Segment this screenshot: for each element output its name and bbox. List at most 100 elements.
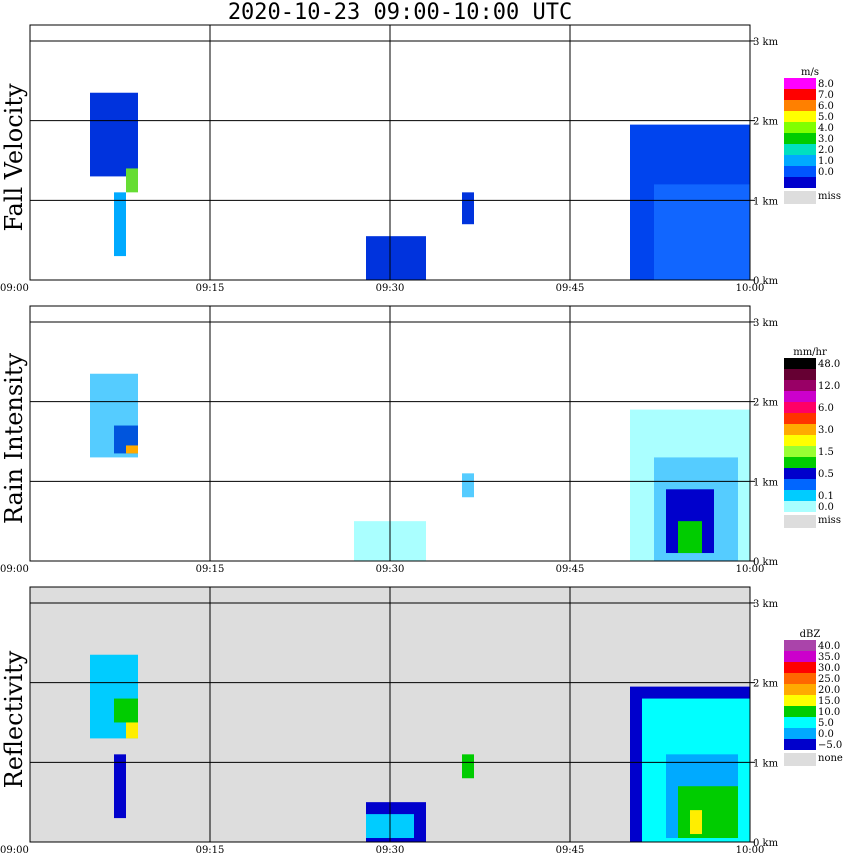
echo-region [462, 473, 474, 498]
x-tick-label: 09:15 [196, 564, 225, 575]
legend-missing-swatch [784, 515, 816, 528]
x-tick-label: 09:30 [376, 564, 405, 575]
legend-swatch [784, 684, 816, 695]
legend-label: 0.0 [818, 502, 834, 513]
legend-label: 1.0 [818, 156, 834, 167]
echo-region [462, 754, 474, 779]
legend-label: 0.1 [818, 491, 834, 502]
legend-label: −5.0 [818, 740, 842, 751]
echo-region [126, 168, 138, 193]
echo-region [114, 754, 126, 819]
echo-region [90, 92, 138, 177]
legend-swatch [784, 640, 816, 651]
echo-region [654, 184, 750, 280]
echo-region [462, 192, 474, 225]
echo-region [114, 192, 126, 257]
legend-label: 5.0 [818, 718, 834, 729]
y-tick-label: 3 km [753, 318, 779, 329]
legend-label: 12.0 [818, 381, 840, 392]
y-tick-label: 1 km [753, 758, 779, 769]
legend-label: 6.0 [818, 403, 834, 414]
x-tick-label: 09:45 [556, 564, 585, 575]
legend-label: 48.0 [818, 359, 840, 370]
echo-region [126, 445, 138, 454]
y-axis-label: Reflectivity [0, 650, 28, 788]
legend-label: 0.0 [818, 167, 834, 178]
x-tick-label: 09:45 [556, 845, 585, 856]
legend-label: 0.5 [818, 469, 834, 480]
y-tick-label: 0 km [753, 557, 779, 568]
legend-label: 5.0 [818, 112, 834, 123]
legend-label: 8.0 [818, 79, 834, 90]
x-tick-label: 09:30 [376, 845, 405, 856]
y-tick-label: 3 km [753, 599, 779, 610]
legend-swatch [784, 651, 816, 662]
legend-swatch [784, 122, 816, 133]
legend-swatch [784, 695, 816, 706]
y-tick-label: 2 km [753, 679, 779, 690]
legend-swatch [784, 706, 816, 717]
x-tick-label: 09:00 [0, 283, 29, 294]
x-tick-label: 10:00 [736, 283, 765, 294]
legend-unit: dBZ [800, 629, 821, 640]
x-tick-label: 09:45 [556, 283, 585, 294]
x-tick-label: 09:00 [0, 845, 29, 856]
y-tick-label: 2 km [753, 398, 779, 409]
legend-swatch [784, 479, 816, 490]
legend-swatch [784, 155, 816, 166]
y-tick-label: 0 km [753, 276, 779, 287]
legend-label: 0.0 [818, 729, 834, 740]
legend-swatch [784, 457, 816, 468]
legend-missing-label: none [818, 753, 843, 764]
legend-label: 20.0 [818, 685, 840, 696]
legend-label: 25.0 [818, 674, 840, 685]
x-tick-label: 09:00 [0, 564, 29, 575]
legend-label: 30.0 [818, 663, 840, 674]
legend-swatch [784, 490, 816, 501]
legend-swatch [784, 402, 816, 413]
y-tick-label: 1 km [753, 196, 779, 207]
legend-swatch [784, 369, 816, 380]
echo-region [678, 786, 738, 839]
legend-missing-label: miss [818, 515, 841, 526]
legend-swatch [784, 89, 816, 100]
legend-unit: mm/hr [793, 347, 827, 358]
legend-unit: m/s [801, 67, 819, 78]
y-tick-label: 2 km [753, 117, 779, 128]
chart-title: 2020-10-23 09:00-10:00 UTC [227, 0, 573, 25]
legend-missing-swatch [784, 191, 816, 204]
y-axis-label: Rain Intensity [0, 353, 28, 525]
legend-label: 7.0 [818, 90, 834, 101]
legend-label: 3.0 [818, 425, 834, 436]
legend-swatch [784, 100, 816, 111]
legend-swatch [784, 391, 816, 402]
legend-label: 6.0 [818, 101, 834, 112]
echo-region [126, 722, 138, 739]
plot-frame [29, 305, 751, 562]
legend-swatch [784, 133, 816, 144]
plot-frame [29, 24, 751, 281]
echo-region [366, 236, 426, 280]
legend-swatch [784, 739, 816, 750]
echo-region [690, 810, 702, 835]
legend-swatch [784, 446, 816, 457]
y-tick-label: 3 km [753, 37, 779, 48]
legend-swatch [784, 358, 816, 369]
legend-label: 40.0 [818, 641, 840, 652]
legend-swatch [784, 662, 816, 673]
x-tick-label: 10:00 [736, 845, 765, 856]
legend-swatch [784, 424, 816, 435]
legend-swatch [784, 380, 816, 391]
legend-swatch [784, 728, 816, 739]
legend-label: 3.0 [818, 134, 834, 145]
legend-swatch [784, 177, 816, 188]
legend-label: 2.0 [818, 145, 834, 156]
legend-label: 15.0 [818, 696, 840, 707]
legend-swatch [784, 413, 816, 424]
legend-label: 1.5 [818, 447, 834, 458]
legend-label: 35.0 [818, 652, 840, 663]
echo-region [678, 521, 702, 554]
x-tick-label: 09:15 [196, 283, 225, 294]
legend-swatch [784, 673, 816, 684]
